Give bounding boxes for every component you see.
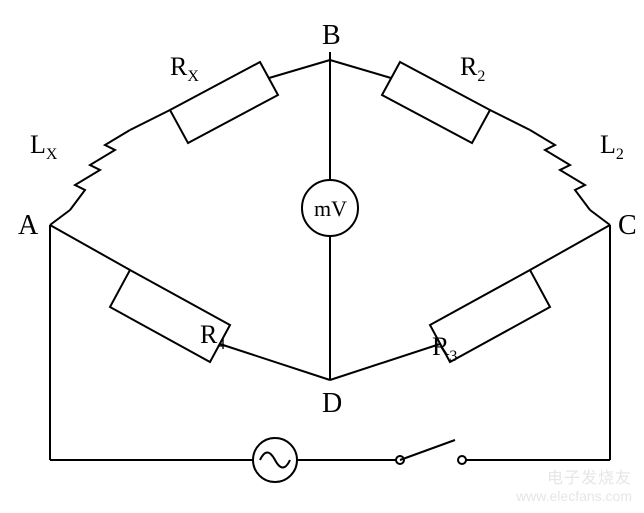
circuit-svg <box>0 0 644 513</box>
node-b-label: B <box>322 20 341 52</box>
wire <box>50 210 70 225</box>
wire <box>330 60 391 78</box>
inductor-lx <box>70 130 130 210</box>
wire <box>590 210 610 225</box>
label-r3: R3 <box>432 332 457 366</box>
wire <box>330 344 440 380</box>
node-a-label: A <box>18 210 38 242</box>
label-l2: L2 <box>600 130 624 164</box>
label-r4: R4 <box>200 320 225 354</box>
node-c-label: C <box>618 210 637 242</box>
label-r2: R2 <box>460 52 485 86</box>
switch-arm <box>400 440 455 460</box>
wire <box>130 110 170 130</box>
wire <box>220 344 330 380</box>
wire <box>530 225 610 270</box>
switch-terminal <box>458 456 466 464</box>
inductor-l2 <box>530 130 590 210</box>
circuit-diagram: A B C D LX RX R2 L2 R4 R3 mV 电子发烧友 www.e… <box>0 0 644 513</box>
wire <box>481 127 530 130</box>
label-lx: LX <box>30 130 57 164</box>
node-d-label: D <box>322 388 342 420</box>
label-rx: RX <box>170 52 199 86</box>
wire <box>50 225 130 270</box>
wire <box>490 110 530 130</box>
meter-label: mV <box>314 196 347 222</box>
wire <box>269 60 330 78</box>
